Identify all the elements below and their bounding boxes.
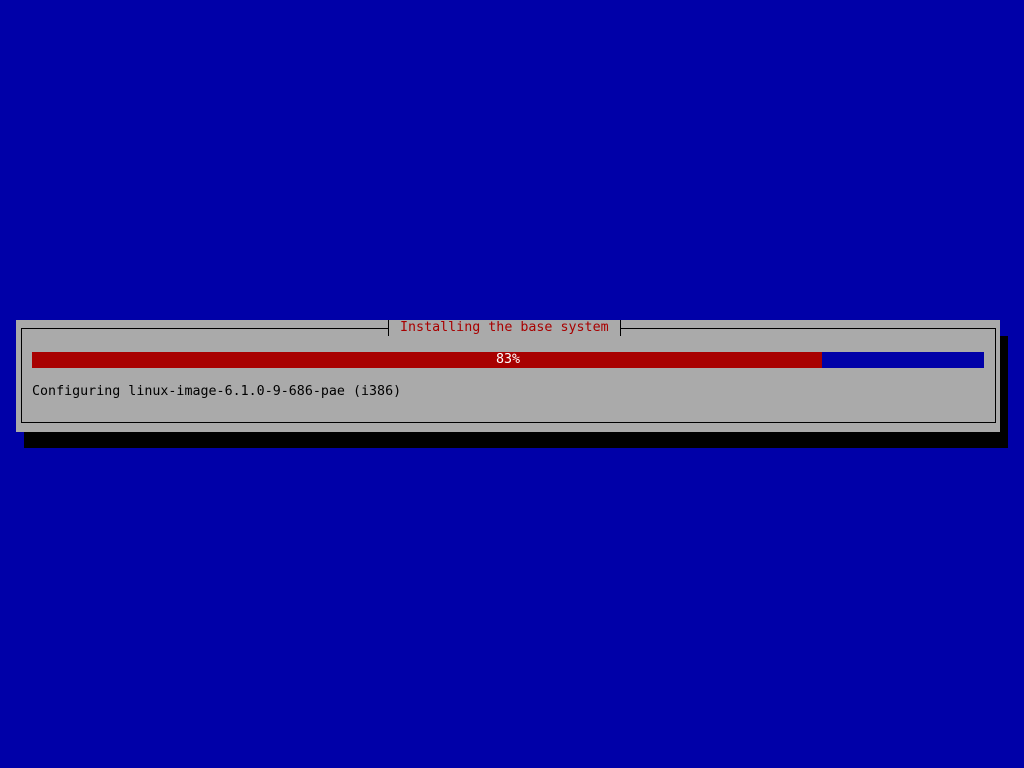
dialog-shadow [1000,336,1008,448]
dialog-shadow [24,432,1008,448]
progress-bar: 83% [32,352,984,368]
dialog-frame [21,328,996,423]
progress-bar-fill [32,352,823,368]
progress-dialog: Installing the base system 83% Configuri… [16,320,1000,432]
progress-percent: 83% [495,352,521,367]
status-message: Configuring linux-image-6.1.0-9-686-pae … [32,384,402,399]
dialog-title: Installing the base system [388,320,621,336]
